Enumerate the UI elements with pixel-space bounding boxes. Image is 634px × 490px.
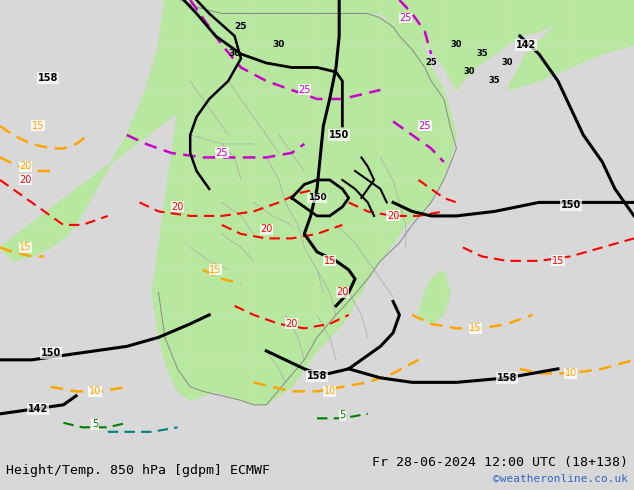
Polygon shape (418, 270, 450, 324)
Text: 25: 25 (298, 85, 311, 95)
Polygon shape (152, 0, 456, 405)
Text: 5: 5 (339, 410, 346, 420)
Text: 5: 5 (92, 419, 98, 429)
Text: 15: 15 (323, 256, 336, 266)
Text: 20: 20 (285, 319, 298, 329)
Text: 142: 142 (516, 40, 536, 50)
Text: 25: 25 (399, 13, 412, 23)
Text: 10: 10 (564, 368, 577, 378)
Text: 15: 15 (469, 323, 482, 333)
Text: Height/Temp. 850 hPa [gdpm] ECMWF: Height/Temp. 850 hPa [gdpm] ECMWF (6, 464, 270, 477)
Text: 20: 20 (19, 175, 32, 185)
Text: 158: 158 (497, 373, 517, 383)
Text: 25: 25 (425, 58, 437, 68)
Text: 20: 20 (260, 224, 273, 234)
Text: 142: 142 (28, 404, 48, 415)
Text: 30: 30 (451, 41, 462, 49)
Polygon shape (0, 0, 181, 261)
Text: 35: 35 (476, 49, 488, 58)
Text: 15: 15 (32, 121, 44, 131)
Text: 20: 20 (19, 161, 32, 172)
Text: ©weatheronline.co.uk: ©weatheronline.co.uk (493, 474, 628, 484)
Text: 10: 10 (323, 386, 336, 396)
Text: 30: 30 (501, 58, 513, 68)
Text: 20: 20 (336, 287, 349, 297)
Text: 150: 150 (560, 199, 581, 210)
Text: 30: 30 (228, 49, 241, 58)
Text: 35: 35 (489, 76, 500, 85)
Text: 15: 15 (552, 256, 564, 266)
Text: 158: 158 (307, 370, 327, 381)
Text: 20: 20 (171, 202, 184, 212)
Text: 25: 25 (216, 148, 228, 158)
Text: 20: 20 (387, 211, 399, 221)
Text: 150: 150 (307, 194, 327, 202)
Text: 150: 150 (329, 130, 349, 140)
Text: 158: 158 (38, 73, 58, 83)
Text: 150: 150 (41, 348, 61, 358)
Polygon shape (507, 0, 634, 90)
Text: 25: 25 (418, 121, 431, 131)
Text: 25: 25 (235, 23, 247, 31)
Text: 15: 15 (209, 265, 222, 275)
Text: Fr 28-06-2024 12:00 UTC (18+138): Fr 28-06-2024 12:00 UTC (18+138) (372, 456, 628, 469)
Text: 15: 15 (19, 243, 32, 252)
Text: 10: 10 (89, 386, 101, 396)
Text: 30: 30 (463, 68, 475, 76)
Text: 30: 30 (273, 41, 285, 49)
Polygon shape (181, 0, 634, 90)
